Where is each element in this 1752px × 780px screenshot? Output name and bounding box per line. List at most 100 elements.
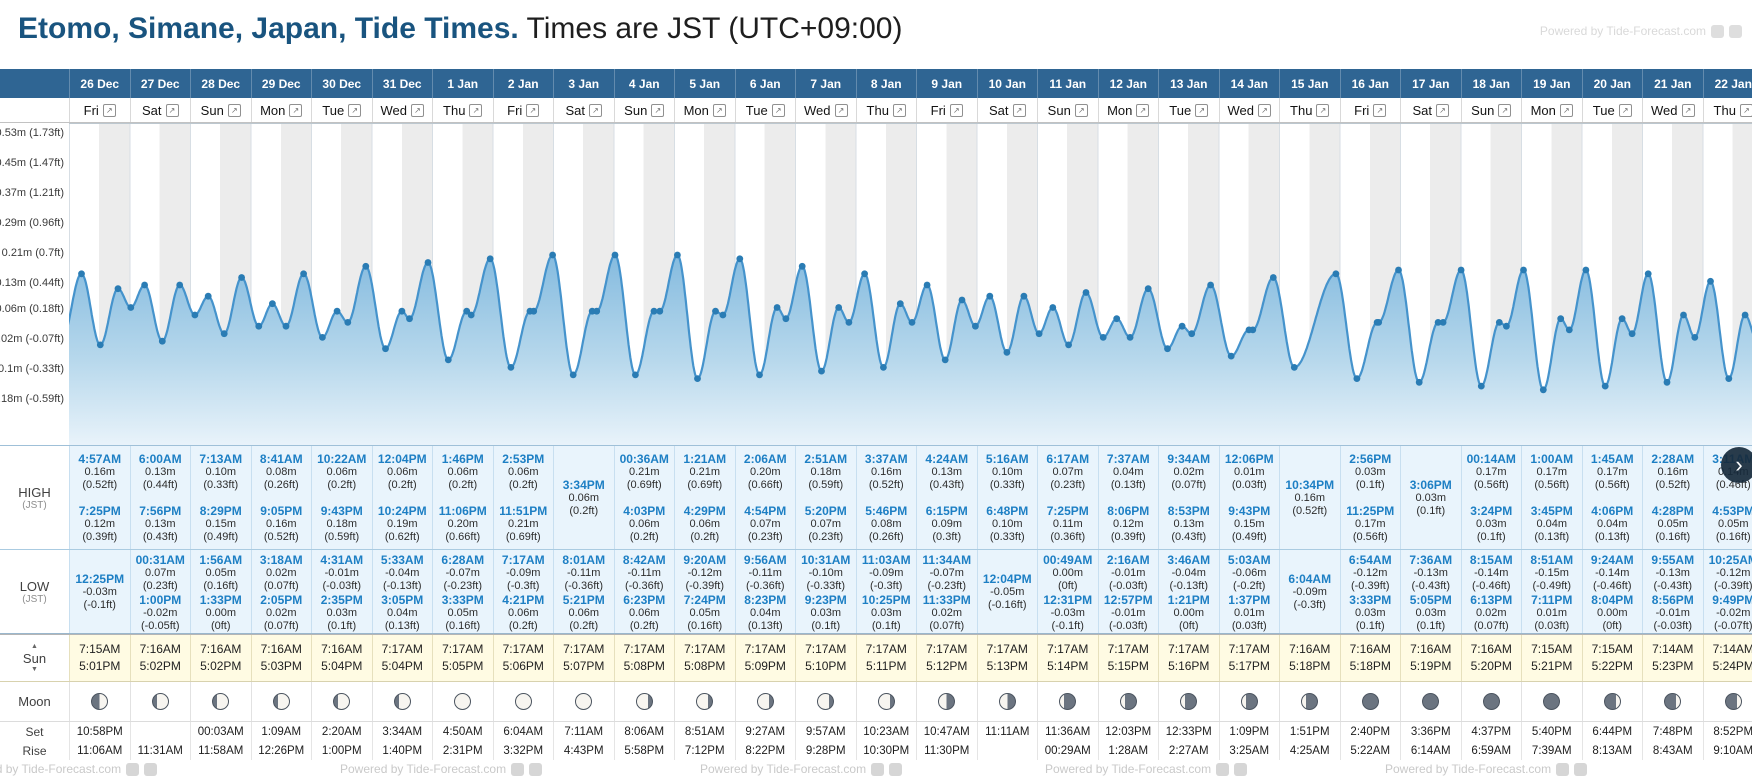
tide-height-m: 0.03m (810, 607, 842, 619)
expand-day-icon[interactable]: ↗ (1074, 103, 1088, 117)
high-tide-entry: 5:16AM 0.10m (0.33ft) (978, 452, 1038, 492)
tide-height-m: 0.13m (144, 518, 176, 530)
expand-day-icon[interactable]: ↗ (589, 103, 602, 117)
high-tide-entry: 7:25PM 0.12m (0.39ft) (70, 504, 130, 544)
tide-height-m: 0.05m (689, 607, 721, 619)
tide-time: 10:34PM (1285, 478, 1335, 492)
expand-day-icon[interactable]: ↗ (1618, 103, 1632, 117)
tide-height-m: 0.06m (689, 518, 721, 530)
tide-area-fill (69, 255, 1752, 445)
tide-height-ft: (0.1ft) (1416, 620, 1446, 632)
tide-height-ft: (0.56ft) (1473, 479, 1509, 491)
tide-height-m: 0.02m (1475, 607, 1507, 619)
high-tide-cell: 2:56PM 0.03m (0.1ft) 11:25PM 0.17m (0.56ft) (1339, 446, 1400, 549)
low-tide-cell: 3:46AM -0.04m (-0.13ft) 1:21PM 0.00m (0ft) (1158, 550, 1219, 633)
expand-day-icon[interactable]: ↗ (651, 103, 665, 117)
weekday-label: Sat (565, 102, 585, 118)
expand-day-icon[interactable]: ↗ (771, 103, 785, 117)
tide-extreme-point (1663, 378, 1671, 386)
expand-day-icon[interactable]: ↗ (1195, 103, 1209, 117)
sunrise-time: 7:17AM (502, 642, 544, 656)
sun-cell: 7:17AM 5:06PM (492, 635, 553, 681)
moonrise-cell: 9:28PM (795, 741, 856, 760)
tide-height-ft: (0.07ft) (263, 580, 299, 592)
moonset-cell: 12:03PM (1097, 722, 1158, 741)
moonrise-cell: 8:13AM (1581, 741, 1642, 760)
expand-day-icon[interactable]: ↗ (834, 103, 848, 117)
moon-cell (250, 682, 311, 721)
expand-day-icon[interactable]: ↗ (892, 103, 906, 117)
moon-phase-icon (635, 693, 653, 710)
moonset-cell: 3:36PM (1400, 722, 1461, 741)
scroll-next-button[interactable]: › (1721, 447, 1752, 483)
tide-extreme-point (818, 367, 825, 375)
tide-height-ft: (0.2ft) (448, 479, 478, 491)
expand-day-icon[interactable]: ↗ (712, 103, 726, 117)
expand-day-icon[interactable]: ↗ (165, 103, 179, 117)
weekday-cell: Sun ↗ (1037, 98, 1098, 122)
weekday-row-gutter (0, 98, 69, 122)
expand-day-icon[interactable]: ↗ (1316, 103, 1330, 117)
tide-time: 12:06PM (1224, 452, 1274, 466)
high-tide-entry: 2:28AM 0.16m (0.52ft) (1643, 452, 1703, 492)
high-tide-cell: 10:34PM 0.16m (0.52ft) (1279, 446, 1340, 549)
tide-height-ft: (0.52ft) (82, 479, 118, 491)
weekday-cell: Mon ↗ (250, 98, 311, 122)
expand-day-icon[interactable]: ↗ (227, 103, 241, 117)
moonrise-row-label: Rise (0, 741, 69, 760)
expand-day-icon[interactable]: ↗ (469, 103, 483, 117)
expand-day-icon[interactable]: ↗ (1373, 103, 1387, 117)
expand-day-icon[interactable]: ↗ (1498, 103, 1512, 117)
tide-height-ft: (0.2ft) (508, 479, 538, 491)
sun-cell: 7:16AM 5:18PM (1339, 635, 1400, 681)
expand-day-icon[interactable]: ↗ (1559, 103, 1573, 117)
sun-cell: 7:17AM 5:07PM (553, 635, 614, 681)
tide-height-m: 0.05m (1657, 518, 1689, 530)
sun-cell: 7:15AM 5:22PM (1581, 635, 1642, 681)
expand-day-icon[interactable]: ↗ (411, 103, 424, 117)
date-cell: 9 Jan (916, 69, 977, 98)
expand-day-icon[interactable]: ↗ (289, 103, 303, 117)
expand-day-icon[interactable]: ↗ (348, 103, 362, 117)
expand-day-icon[interactable]: ↗ (1136, 103, 1150, 117)
expand-day-icon[interactable]: ↗ (102, 103, 116, 117)
tide-time: 7:36AM (1409, 553, 1453, 567)
tide-extreme-point (896, 300, 904, 308)
tide-height-ft: (0.26ft) (263, 479, 299, 491)
expand-day-icon[interactable]: ↗ (949, 103, 963, 117)
high-tide-cell: 9:34AM 0.02m (0.07ft) 8:53PM 0.13m (0.43ft) (1158, 446, 1219, 549)
powered-by-text: Powered by Tide-Forecast.com (700, 762, 867, 776)
tide-time: 8:15AM (1469, 553, 1513, 567)
tide-time: 8:29PM (199, 504, 242, 518)
tide-extreme-point (1503, 322, 1510, 330)
tide-height-ft: (-0.39ft) (1350, 580, 1390, 592)
tide-extreme-point (1249, 326, 1257, 334)
expand-day-icon[interactable]: ↗ (1681, 103, 1695, 117)
tide-height-ft: (0.2ft) (569, 620, 599, 632)
expand-day-icon[interactable]: ↗ (526, 103, 540, 117)
expand-day-icon[interactable]: ↗ (1012, 103, 1026, 117)
tide-extreme-point (1207, 281, 1214, 289)
tide-extreme-point (1035, 330, 1043, 338)
tide-height-ft: (0.2ft) (387, 479, 417, 491)
moonrise-cell: 11:58AM (190, 741, 251, 760)
moonset-cell: 10:47AM (916, 722, 977, 741)
tide-height-m: 0.03m (1354, 607, 1386, 619)
tide-height-m: 0.04m (386, 607, 418, 619)
tide-height-ft: (0.66ft) (747, 479, 783, 491)
low-tide-entry: 8:15AM -0.14m (-0.46ft) (1462, 553, 1522, 593)
low-tide-entry: 2:05PM 0.02m (0.07ft) (252, 593, 312, 633)
sunset-time: 5:18PM (1349, 659, 1391, 673)
weekday-label: Thu (1290, 102, 1313, 118)
expand-day-icon[interactable]: ↗ (1739, 103, 1752, 117)
tide-height-m: 0.12m (84, 518, 116, 530)
moonrise-cell: 11:31AM (129, 741, 190, 760)
low-tide-entry: 8:23PM 0.04m (0.13ft) (736, 593, 796, 633)
sunset-time: 5:08PM (684, 659, 726, 673)
moonset-cell: 8:51AM (674, 722, 735, 741)
moonset-cell: 1:51PM (1279, 722, 1340, 741)
low-tide-entry: 5:33AM -0.04m (-0.13ft) (373, 553, 433, 593)
expand-day-icon[interactable]: ↗ (1258, 103, 1271, 117)
expand-day-icon[interactable]: ↗ (1436, 103, 1449, 117)
tide-time: 2:51AM (804, 452, 848, 466)
